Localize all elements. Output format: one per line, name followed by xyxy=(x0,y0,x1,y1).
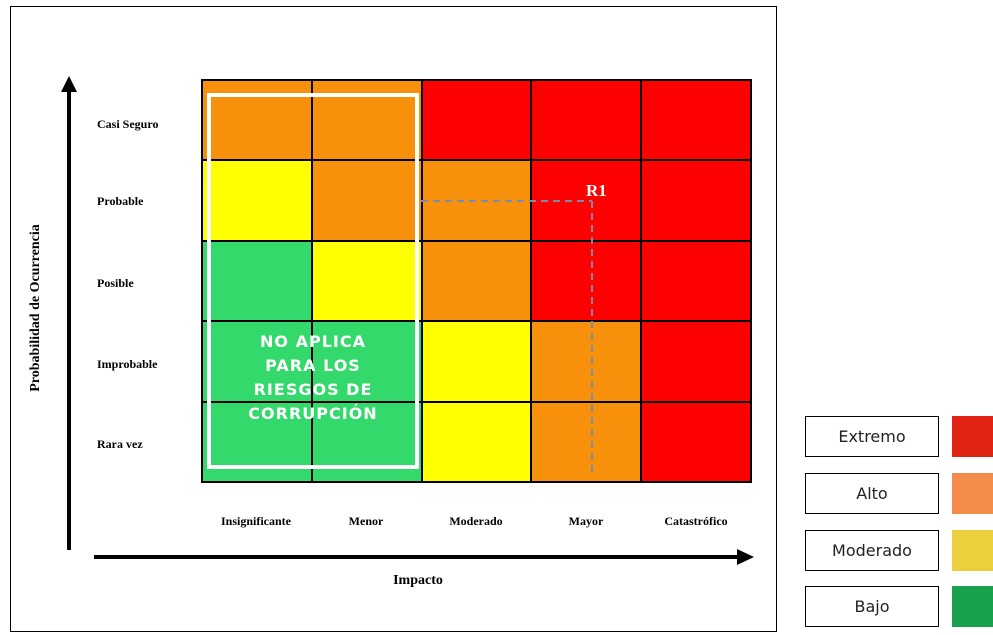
column-label-insignificante: Insignificante xyxy=(220,514,292,528)
matrix-cell-alto xyxy=(532,322,641,401)
risk-matrix-frame xyxy=(10,6,777,632)
legend-label-alto: Alto xyxy=(805,473,939,514)
matrix-cell-extremo xyxy=(642,241,750,321)
matrix-cell-alto xyxy=(532,402,641,481)
y-axis-title: Probabilidad de Ocurrencia xyxy=(28,224,43,392)
matrix-cell-alto xyxy=(422,161,531,240)
legend-swatch-extremo xyxy=(952,416,993,457)
row-label-rara-vez: Rara vez xyxy=(97,437,143,451)
legend-label-moderado: Moderado xyxy=(805,530,939,571)
not-applicable-note: NO APLICA PARA LOS RIESGOS DE CORRUPCIÓN xyxy=(248,332,378,423)
legend-label-extremo: Extremo xyxy=(805,416,939,457)
matrix-cell-moderado xyxy=(422,402,531,481)
legend-swatch-moderado xyxy=(952,530,993,571)
column-label-menor: Menor xyxy=(348,514,384,528)
matrix-cell-moderado xyxy=(312,241,421,321)
matrix-cell-extremo xyxy=(422,81,531,160)
matrix-cell-moderado xyxy=(422,322,531,401)
matrix-cell-extremo xyxy=(532,241,641,321)
matrix-cell-extremo xyxy=(642,402,750,481)
column-label-mayor: Mayor xyxy=(568,514,604,528)
row-label-casi-seguro: Casi Seguro xyxy=(97,117,159,131)
x-axis-title: Impacto xyxy=(393,573,443,588)
matrix-cell-extremo xyxy=(532,81,641,160)
row-label-improbable: Improbable xyxy=(97,357,158,371)
matrix-cell-extremo xyxy=(642,81,750,160)
legend-label-bajo: Bajo xyxy=(805,586,939,627)
matrix-cell-bajo xyxy=(203,241,311,321)
risk-marker-r1: R1 xyxy=(586,181,607,200)
matrix-cell-extremo xyxy=(642,161,750,240)
matrix-cell-bajo xyxy=(312,322,421,401)
not-applicable-outline xyxy=(207,93,419,469)
column-label-catastrofico: Catastrófico xyxy=(664,514,728,528)
matrix-cell-alto xyxy=(312,161,421,240)
legend-swatch-alto xyxy=(952,473,993,514)
row-label-posible: Posible xyxy=(97,276,134,290)
legend-swatch-bajo xyxy=(952,586,993,627)
row-label-probable: Probable xyxy=(97,194,144,208)
matrix-cell-alto xyxy=(422,241,531,321)
matrix-cell-extremo xyxy=(642,322,750,401)
matrix-cell-moderado xyxy=(203,161,311,240)
column-label-moderado: Moderado xyxy=(449,514,503,528)
matrix-cell-bajo xyxy=(203,322,311,401)
